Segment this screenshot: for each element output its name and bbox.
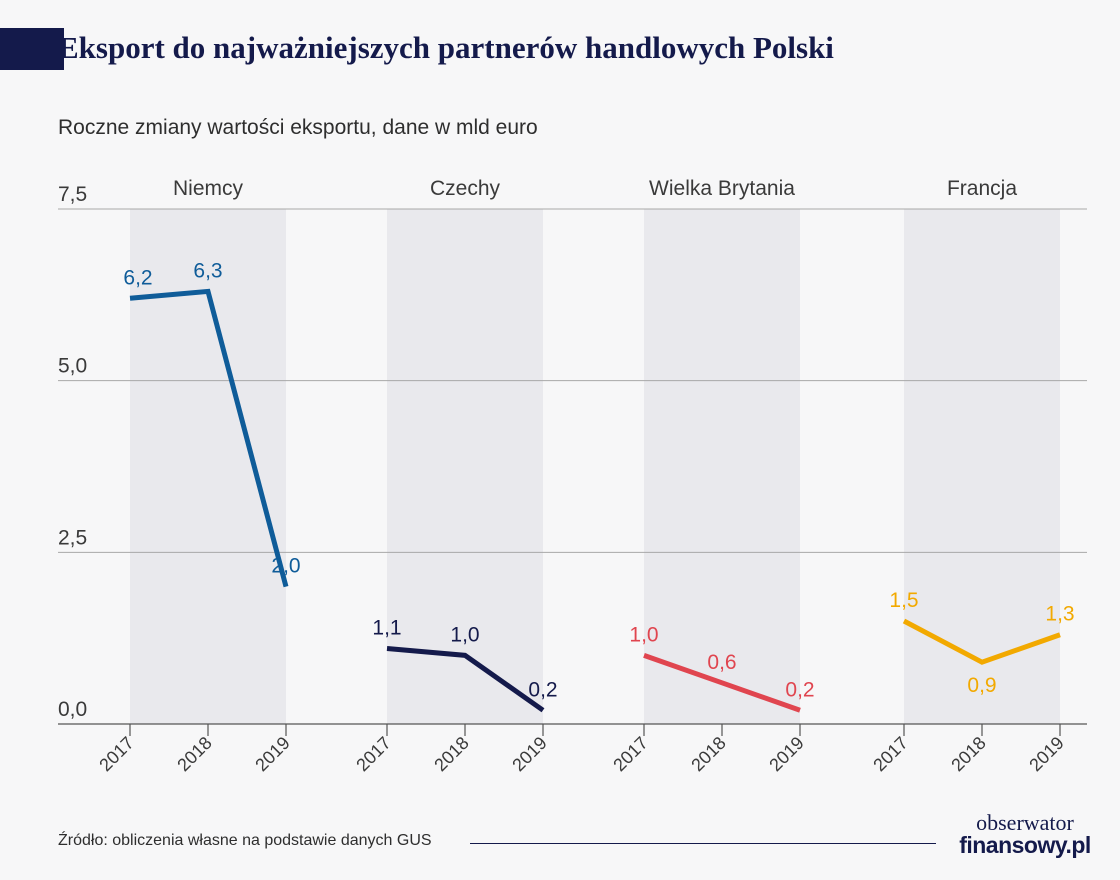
data-label: 0,2 <box>785 678 814 701</box>
x-tick-label: 2017 <box>869 733 911 775</box>
logo-line-2: finansowy.pl <box>959 832 1091 858</box>
page-title: Eksport do najważniejszych partnerów han… <box>58 30 834 65</box>
source-note: Źródło: obliczenia własne na podstawie d… <box>58 832 432 849</box>
x-tick-label: 2017 <box>352 733 394 775</box>
x-tick-label: 2018 <box>173 733 215 775</box>
panel-band-4 <box>904 209 1060 724</box>
x-tick-label: 2019 <box>765 733 807 775</box>
data-label: 0,6 <box>707 651 736 674</box>
y-tick-label: 0,0 <box>58 698 87 721</box>
data-label: 1,5 <box>889 589 918 612</box>
data-label: 2,0 <box>271 555 300 578</box>
panel-title: Niemcy <box>173 177 244 200</box>
x-tick-label: 2017 <box>95 733 137 775</box>
panel-title: Wielka Brytania <box>649 177 795 200</box>
panel-band-3 <box>644 209 800 724</box>
x-tick-label: 2018 <box>430 733 472 775</box>
x-tick-label: 2017 <box>609 733 651 775</box>
brand-logo: obserwator finansowy.pl <box>950 810 1100 858</box>
x-tick-label: 2019 <box>1025 733 1067 775</box>
x-tick-label: 2018 <box>947 733 989 775</box>
logo-line-1: obserwator <box>976 810 1074 835</box>
x-tick-label: 2019 <box>508 733 550 775</box>
series-line-2 <box>386 645 545 713</box>
data-label: 1,0 <box>629 623 658 646</box>
series-line-3 <box>643 652 801 713</box>
series-line-4 <box>902 618 1061 665</box>
panel-band-2 <box>387 209 543 724</box>
data-label: 1,3 <box>1045 603 1074 626</box>
x-tick-label: 2018 <box>687 733 729 775</box>
data-label: 6,3 <box>193 259 222 282</box>
data-label: 1,1 <box>372 616 401 639</box>
data-label: 6,2 <box>123 266 152 289</box>
data-label: 1,0 <box>450 623 479 646</box>
x-tick-label: 2019 <box>251 733 293 775</box>
y-tick-label: 2,5 <box>58 526 87 549</box>
series-line-1 <box>129 288 289 588</box>
line-chart: 0,0 2,5 5,0 7,5 Niemcy 2017 2018 2019 6,2 6,3 2,0 C… <box>58 177 1087 775</box>
data-label: 0,9 <box>967 674 996 697</box>
data-label: 0,2 <box>528 678 557 701</box>
y-tick-label: 7,5 <box>58 183 87 206</box>
chart-subtitle: Roczne zmiany wartości eksportu, dane w … <box>58 116 538 139</box>
title-accent-bar <box>0 28 64 70</box>
panel-title: Czechy <box>430 177 501 200</box>
y-tick-label: 5,0 <box>58 355 87 378</box>
footer-divider <box>470 843 936 844</box>
panel-title: Francja <box>947 177 1017 200</box>
panel-band-1 <box>130 209 286 724</box>
